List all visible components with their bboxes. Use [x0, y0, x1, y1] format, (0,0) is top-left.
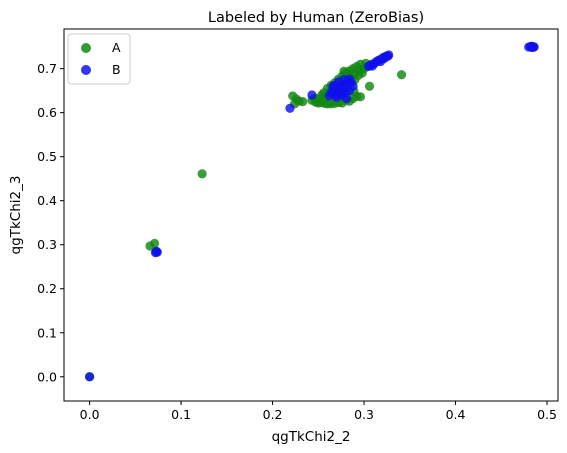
y-tick-label: 0.1	[37, 325, 57, 340]
y-tick-label: 0.4	[37, 193, 57, 208]
data-point-a	[364, 81, 375, 91]
y-axis: 0.0 0.1 0.2 0.3 0.4 0.5 0.6 0.7	[37, 61, 64, 384]
data-point-b	[339, 75, 349, 85]
y-tick-label: 0.6	[37, 105, 57, 120]
legend: A B	[67, 33, 131, 85]
x-tick-label: 0.3	[354, 407, 374, 422]
x-axis: 0.0 0.1 0.2 0.3 0.4 0.5	[80, 401, 557, 422]
data-point-a	[339, 66, 349, 76]
plot-frame	[63, 28, 559, 402]
data-point-a	[197, 169, 207, 179]
data-point-b	[383, 51, 393, 61]
y-tick-label: 0.0	[37, 369, 57, 384]
y-axis-label: qgTkChi2_3	[8, 176, 24, 255]
data-point-b	[328, 81, 338, 91]
x-tick-label: 0.5	[537, 407, 557, 422]
data-point-b	[344, 86, 355, 96]
series-b	[85, 41, 539, 382]
data-point-b	[307, 90, 317, 100]
data-point-b	[285, 103, 295, 113]
data-point-a	[355, 92, 365, 102]
y-tick-label: 0.7	[37, 61, 57, 76]
points-layer	[85, 41, 539, 382]
data-point-b	[528, 42, 538, 52]
x-tick-label: 0.0	[80, 407, 100, 422]
legend-marker-a	[81, 43, 91, 53]
x-tick-label: 0.4	[446, 407, 466, 422]
data-point-a	[149, 238, 160, 248]
chart-title: Labeled by Human (ZeroBias)	[208, 10, 424, 26]
x-tick-label: 0.1	[171, 407, 191, 422]
data-point-b	[342, 93, 352, 104]
data-point-a	[298, 97, 308, 107]
data-point-b	[335, 89, 345, 99]
series-a	[85, 58, 407, 382]
data-point-b	[152, 247, 162, 257]
legend-marker-b	[81, 65, 91, 75]
legend-label-b: B	[112, 62, 121, 77]
y-tick-label: 0.2	[37, 281, 57, 296]
data-point-b	[85, 372, 95, 382]
data-point-a	[396, 70, 407, 80]
legend-box	[67, 33, 131, 85]
y-tick-label: 0.3	[37, 237, 57, 252]
x-axis-label: qgTkChi2_2	[272, 429, 351, 445]
x-tick-label: 0.2	[263, 407, 283, 422]
legend-label-a: A	[112, 40, 121, 55]
y-tick-label: 0.5	[37, 149, 57, 164]
data-point-a	[350, 68, 360, 78]
